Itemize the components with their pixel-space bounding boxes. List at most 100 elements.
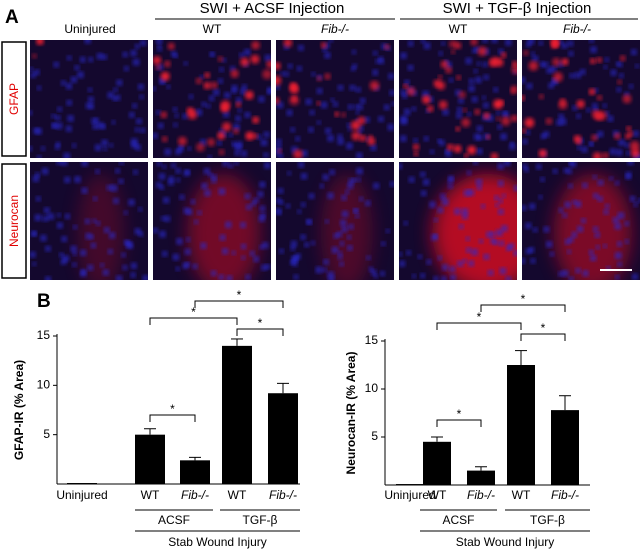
nucleus bbox=[157, 43, 162, 48]
significance-bracket bbox=[194, 300, 284, 308]
astrocyte bbox=[588, 88, 596, 95]
nucleus bbox=[190, 199, 196, 205]
nucleus bbox=[429, 149, 435, 154]
astrocyte bbox=[538, 94, 544, 100]
nucleus bbox=[249, 250, 255, 257]
nucleus bbox=[358, 196, 364, 202]
nucleus bbox=[597, 195, 604, 202]
nucleus bbox=[595, 245, 600, 250]
nucleus bbox=[84, 40, 92, 44]
nucleus bbox=[235, 115, 242, 122]
nucleus bbox=[209, 52, 214, 57]
nucleus bbox=[72, 251, 77, 256]
nucleus bbox=[212, 88, 220, 96]
nucleus bbox=[88, 56, 94, 63]
nucleus bbox=[496, 110, 501, 116]
nucleus bbox=[187, 146, 192, 151]
significance-bracket bbox=[436, 322, 522, 330]
nucleus bbox=[341, 210, 349, 218]
nucleus bbox=[493, 87, 499, 93]
nucleus bbox=[290, 127, 296, 133]
nucleus bbox=[139, 94, 144, 100]
astrocyte bbox=[283, 40, 293, 48]
nucleus bbox=[185, 170, 190, 175]
nucleus bbox=[456, 106, 463, 113]
nucleus bbox=[370, 144, 377, 151]
nucleus bbox=[448, 77, 454, 83]
nucleus bbox=[300, 172, 308, 180]
nucleus bbox=[208, 95, 215, 102]
nucleus bbox=[32, 261, 37, 266]
nucleus bbox=[348, 223, 354, 230]
nucleus bbox=[501, 224, 508, 232]
astrocyte bbox=[538, 149, 547, 158]
nucleus bbox=[494, 195, 500, 201]
nucleus bbox=[400, 135, 407, 142]
nucleus bbox=[558, 113, 565, 120]
nucleus bbox=[311, 72, 316, 77]
nucleus bbox=[279, 200, 284, 205]
astrocyte bbox=[456, 75, 462, 81]
astrocyte bbox=[406, 87, 416, 96]
nucleus bbox=[203, 167, 211, 175]
astrocyte bbox=[470, 40, 478, 46]
astrocyte bbox=[458, 91, 466, 99]
nucleus bbox=[413, 138, 418, 143]
nucleus bbox=[157, 122, 164, 129]
nucleus bbox=[591, 103, 598, 109]
nucleus bbox=[135, 144, 142, 151]
nucleus bbox=[356, 152, 363, 158]
astrocyte bbox=[367, 137, 376, 146]
nucleus bbox=[224, 92, 231, 99]
nucleus bbox=[440, 41, 446, 46]
nucleus bbox=[522, 205, 527, 211]
nucleus bbox=[67, 115, 74, 122]
micrograph bbox=[522, 40, 640, 158]
nucleus bbox=[614, 252, 622, 260]
nucleus bbox=[477, 135, 483, 141]
astrocyte bbox=[207, 138, 216, 147]
nucleus bbox=[612, 216, 619, 224]
nucleus bbox=[475, 76, 482, 84]
group-label: TGF-β bbox=[530, 513, 565, 527]
significance-label: * bbox=[191, 305, 196, 319]
nucleus bbox=[614, 222, 622, 230]
nucleus bbox=[123, 65, 129, 72]
nucleus bbox=[133, 169, 139, 175]
nucleus bbox=[87, 264, 94, 271]
nucleus bbox=[87, 87, 93, 93]
nucleus bbox=[548, 82, 555, 89]
astrocyte bbox=[589, 58, 596, 64]
nucleus bbox=[243, 48, 251, 56]
nucleus bbox=[320, 101, 328, 109]
astrocyte bbox=[446, 143, 454, 151]
nucleus bbox=[543, 226, 550, 233]
astrocyte bbox=[160, 111, 167, 119]
nucleus bbox=[458, 97, 464, 104]
nucleus bbox=[128, 198, 135, 206]
nucleus bbox=[604, 57, 610, 63]
nucleus bbox=[287, 63, 293, 69]
nucleus bbox=[95, 220, 101, 226]
astrocyte bbox=[463, 153, 469, 158]
significance-label: * bbox=[477, 310, 482, 324]
bar bbox=[396, 484, 424, 485]
nucleus bbox=[359, 97, 366, 104]
nucleus bbox=[221, 248, 229, 255]
nucleus bbox=[226, 275, 233, 280]
astrocyte bbox=[220, 103, 229, 113]
astrocyte bbox=[552, 57, 561, 67]
nucleus bbox=[462, 258, 467, 263]
astrocyte bbox=[341, 112, 346, 118]
nucleus bbox=[420, 273, 426, 279]
nucleus bbox=[244, 111, 251, 119]
nucleus bbox=[426, 259, 432, 265]
bar bbox=[268, 393, 298, 484]
nucleus bbox=[616, 241, 623, 247]
significance-label: * bbox=[258, 316, 263, 330]
nucleus bbox=[473, 69, 478, 74]
nucleus bbox=[538, 40, 544, 46]
nucleus bbox=[170, 50, 177, 57]
nucleus bbox=[337, 133, 343, 140]
nucleus bbox=[228, 163, 234, 168]
